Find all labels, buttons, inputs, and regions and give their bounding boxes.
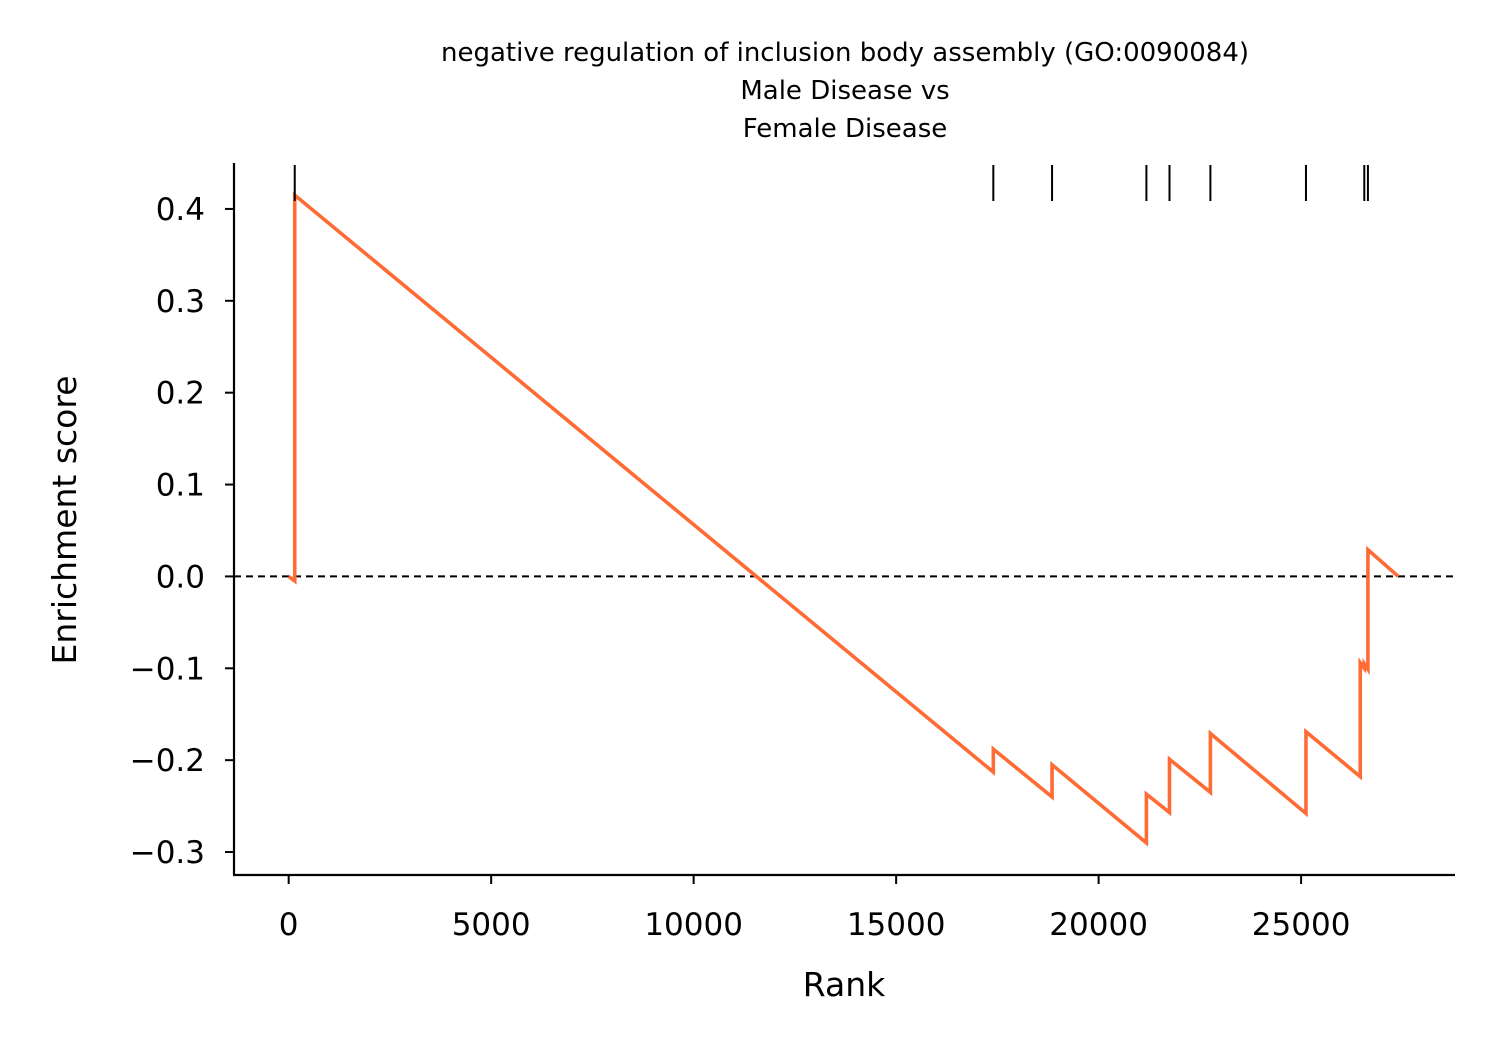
- y-tick-label-6: −0.2: [130, 743, 205, 779]
- series-layer: [287, 191, 1400, 847]
- hit-markers: [293, 165, 1369, 201]
- x-tick-label-5: 25000: [1252, 907, 1351, 943]
- y-tick-label-2: 0.2: [156, 376, 205, 412]
- title-line-2: Male Disease vs: [740, 76, 949, 106]
- y-axis-label: Enrichment score: [45, 375, 84, 664]
- x-axis-ticks: 0 5000 10000 15000 20000 25000: [279, 875, 1351, 943]
- x-tick-label-0: 0: [279, 907, 299, 943]
- y-tick-label-0: 0.4: [156, 192, 205, 228]
- x-tick-label-2: 10000: [644, 907, 743, 943]
- chart-title: negative regulation of inclusion body as…: [441, 38, 1249, 144]
- x-tick-label-3: 15000: [847, 907, 946, 943]
- y-tick-label-7: −0.3: [130, 835, 205, 871]
- x-tick-label-1: 5000: [452, 907, 531, 943]
- y-axis-ticks: 0.4 0.3 0.2 0.1 0.0 −0.1 −0.2 −0.3: [130, 192, 234, 871]
- series-line-0: [287, 191, 1400, 847]
- y-tick-label-3: 0.1: [156, 468, 205, 504]
- title-line-3: Female Disease: [743, 114, 948, 144]
- y-tick-label-4: 0.0: [156, 559, 205, 595]
- y-tick-label-1: 0.3: [156, 284, 205, 320]
- x-axis-label: Rank: [803, 965, 886, 1004]
- y-tick-label-5: −0.1: [130, 651, 205, 687]
- x-tick-label-4: 20000: [1049, 907, 1148, 943]
- title-line-1: negative regulation of inclusion body as…: [441, 38, 1249, 68]
